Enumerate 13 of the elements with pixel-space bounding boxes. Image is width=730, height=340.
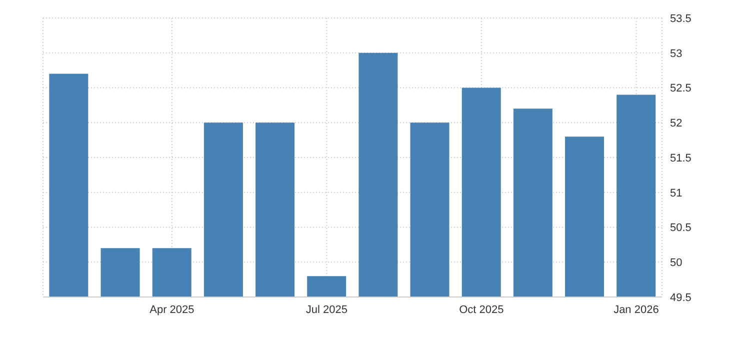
y-tick-label: 50 xyxy=(670,257,682,270)
y-tick-label: 51 xyxy=(670,187,682,200)
x-tick-label: Oct 2025 xyxy=(459,304,504,316)
x-tick-label: Apr 2025 xyxy=(150,304,194,316)
y-tick-label: 52.5 xyxy=(670,82,692,95)
y-tick-label: 52 xyxy=(670,118,682,130)
y-tick-label: 51.5 xyxy=(670,152,692,164)
y-tick-label: 53 xyxy=(670,48,682,60)
y-tick-label: 50.5 xyxy=(670,222,692,234)
y-tick-label: 53.5 xyxy=(670,12,692,25)
y-tick-label: 49.5 xyxy=(670,292,692,304)
x-tick-label: Jul 2025 xyxy=(306,304,348,316)
x-tick-label: Jan 2026 xyxy=(614,304,659,316)
